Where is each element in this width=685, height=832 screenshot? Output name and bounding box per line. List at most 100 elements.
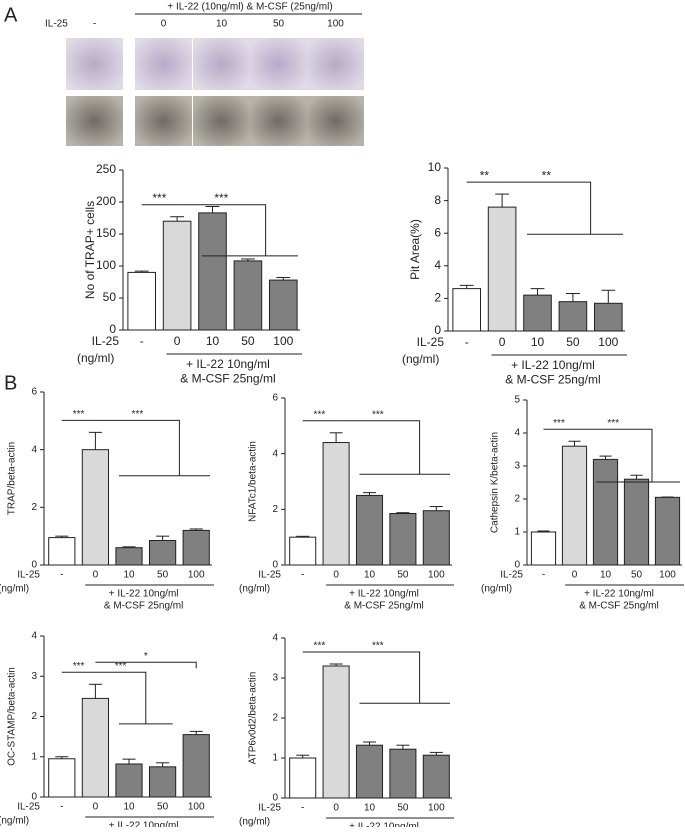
x-axis-unit: (ng/ml) — [0, 816, 29, 827]
bar — [233, 260, 263, 331]
header-treatment: + IL-22 (10ng/ml) & M-CSF (25ng/ml) — [167, 2, 332, 13]
x-axis-label: IL-25 — [258, 803, 281, 814]
sig-label: *** — [314, 641, 326, 652]
y-tick-label: 4 — [272, 633, 278, 644]
y-tick-label: 200 — [96, 194, 116, 208]
x-tick-label: 10 — [123, 570, 135, 581]
y-tick-label: 10 — [428, 160, 442, 174]
group-label: + IL-22 10ng/ml — [186, 357, 270, 371]
micrograph-pit — [193, 96, 250, 146]
sig-label: *** — [115, 661, 127, 672]
bar — [268, 279, 298, 331]
y-tick-label: 8 — [434, 193, 441, 207]
micrograph-pit — [66, 96, 123, 146]
group-label: + IL-22 10ng/ml — [109, 821, 179, 827]
x-tick-label: 100 — [598, 335, 618, 349]
bar — [487, 206, 517, 332]
micrograph-trap — [135, 38, 192, 90]
y-tick-label: 150 — [96, 226, 116, 240]
x-tick-label: - — [542, 570, 545, 581]
x-axis-unit: (ng/ml) — [239, 584, 270, 595]
x-tick-label: - — [301, 803, 304, 814]
x-tick-label: 50 — [631, 570, 643, 581]
sig-bracket — [336, 651, 421, 704]
micrograph-pit — [307, 96, 364, 146]
header-dose: 50 — [273, 19, 285, 30]
x-tick-label: 100 — [428, 570, 445, 581]
y-tick-label: 0 — [272, 560, 278, 571]
x-tick-label: 50 — [157, 802, 169, 813]
y-axis-label: ATP6v0d2/beta-actin — [248, 672, 259, 765]
y-tick-label: 0 — [31, 560, 37, 571]
micrograph-trap — [250, 38, 307, 90]
y-tick-label: 0 — [434, 323, 441, 337]
y-tick-label: 50 — [103, 290, 117, 304]
y-tick-label: 5 — [514, 395, 520, 406]
x-tick-label: - — [465, 335, 469, 349]
y-tick-label: 4 — [514, 428, 520, 439]
bar — [115, 547, 143, 566]
bar — [523, 294, 552, 332]
bar — [289, 536, 317, 566]
bar — [127, 271, 157, 331]
group-label: & M-CSF 25ng/ml — [344, 601, 423, 612]
bar — [530, 531, 557, 566]
x-tick-label: - — [60, 802, 63, 813]
x-tick-label: 10 — [600, 570, 612, 581]
group-label: + IL-22 10ng/ml — [511, 358, 595, 372]
x-tick-label: - — [60, 570, 63, 581]
sig-label: *** — [372, 641, 384, 652]
x-axis-label: IL-25 — [417, 335, 445, 349]
group-label: & M-CSF 25ng/ml — [579, 601, 658, 612]
x-axis-unit: (ng/ml) — [402, 352, 439, 366]
group-label: + IL-22 10ng/ml — [349, 589, 419, 600]
y-tick-label: 6 — [272, 393, 278, 404]
x-tick-label: 100 — [188, 802, 205, 813]
sig-bracket — [95, 419, 180, 476]
sig-label: ** — [542, 168, 552, 182]
bar — [561, 445, 588, 566]
x-tick-label: 50 — [566, 335, 580, 349]
x-tick-label: 10 — [364, 570, 376, 581]
bar — [322, 665, 350, 799]
bar — [148, 539, 177, 566]
y-axis-label: NFATc1/beta-actin — [248, 441, 259, 522]
y-tick-label: 2 — [514, 494, 520, 505]
bar — [654, 496, 681, 566]
x-tick-label: 50 — [397, 570, 409, 581]
panel-label: A — [4, 4, 18, 26]
y-axis-label: Pit Area(%) — [408, 219, 422, 280]
sig-bracket — [574, 428, 653, 483]
group-label: + IL-22 10ng/ml — [584, 589, 654, 600]
x-tick-label: 100 — [188, 570, 205, 581]
bar — [422, 754, 450, 799]
bar — [389, 513, 417, 566]
y-tick-label: 4 — [31, 631, 37, 642]
y-axis-label: Cathepsin K/beta-actin — [490, 432, 501, 533]
sig-bracket — [502, 181, 592, 235]
y-tick-label: 2 — [31, 502, 37, 513]
panel-label: B — [4, 372, 17, 394]
x-tick-label: 100 — [428, 803, 445, 814]
bar — [355, 744, 384, 799]
header-il25: IL-25 — [45, 19, 68, 30]
y-axis-label: OC-STAMP/beta-actin — [7, 667, 18, 766]
y-tick-label: 0 — [514, 560, 520, 571]
y-tick-label: 3 — [514, 461, 520, 472]
x-tick-label: 0 — [174, 334, 181, 348]
bar — [48, 758, 76, 798]
x-tick-label: - — [140, 334, 144, 348]
y-axis-label: TRAP/beta-actin — [7, 442, 18, 515]
x-axis-label: IL-25 — [17, 802, 40, 813]
bar — [322, 442, 350, 566]
x-axis-unit: (ng/ml) — [0, 584, 29, 595]
y-tick-label: 6 — [434, 225, 441, 239]
bar — [389, 748, 417, 799]
sig-label: *** — [214, 191, 228, 205]
bar — [81, 697, 110, 798]
x-axis-unit: (ng/ml) — [77, 351, 114, 365]
x-tick-label: 50 — [397, 803, 409, 814]
y-tick-label: 4 — [31, 444, 37, 455]
group-label: + IL-22 10ng/ml — [349, 822, 419, 827]
